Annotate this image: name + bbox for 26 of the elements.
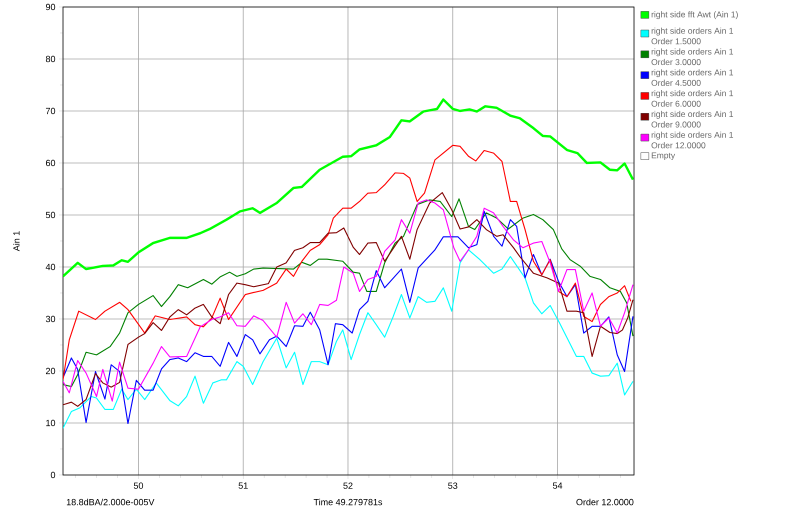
y-axis-title: Ain 1: [13, 231, 20, 252]
legend-label: Empty: [652, 152, 676, 160]
y-tick-label: 60: [46, 160, 56, 166]
line-series: [63, 210, 634, 424]
x-tick-label: 50: [134, 482, 144, 489]
line-series: [63, 144, 632, 380]
y-tick-label: 10: [46, 420, 56, 426]
y-tick-label: 20: [46, 368, 56, 374]
text: Time 49.279781s: [314, 498, 382, 506]
line-series: [63, 98, 634, 278]
legend-label: right side orders Ain 1 Order 12.0000: [652, 132, 734, 148]
legend-label: right side fft Awt (Ain 1): [652, 11, 738, 20]
y-tick-label: 40: [46, 264, 56, 270]
x-tick-label: 53: [448, 482, 458, 489]
y-tick-label: 90: [46, 4, 56, 10]
text: Order 12.0000: [576, 498, 634, 506]
x-tick-label: 52: [343, 482, 353, 489]
x-tick-label: 54: [552, 482, 562, 489]
y-tick-label: 50: [46, 212, 56, 218]
x-tick-label: 51: [238, 482, 248, 489]
y-tick-label: 80: [46, 56, 56, 62]
text: 18.8dBA/2.000e-005V: [66, 498, 154, 506]
line-series: [63, 249, 634, 429]
y-tick-label: 0: [50, 472, 56, 478]
y-tick-label: 70: [46, 108, 56, 114]
y-tick-label: 30: [46, 316, 56, 322]
